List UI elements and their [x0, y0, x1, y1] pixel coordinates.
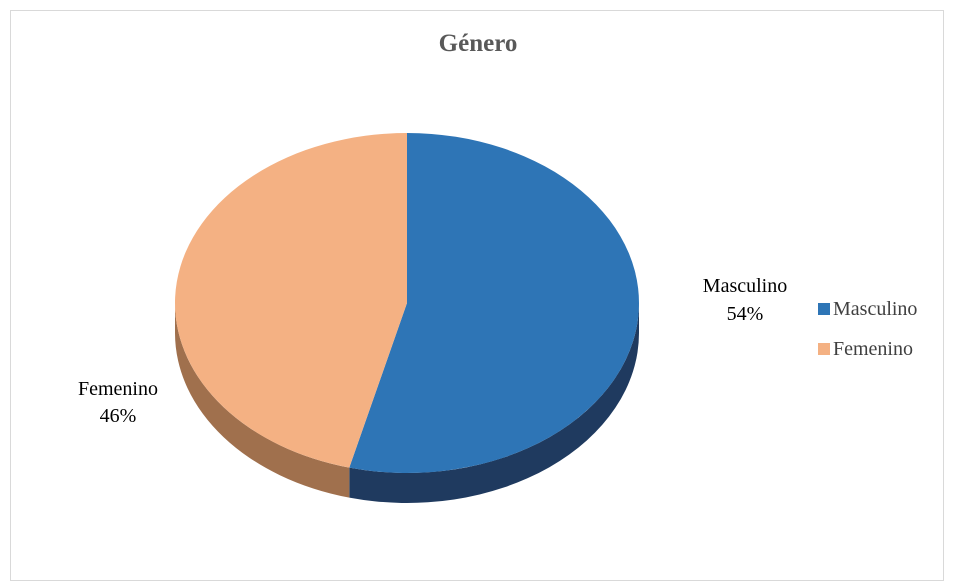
data-label-masculino-name: Masculino	[703, 275, 787, 297]
pie-slice-masculino	[349, 133, 639, 473]
legend-swatch-femenino	[818, 343, 830, 355]
data-label-femenino-name: Femenino	[78, 378, 158, 400]
pie-side-femenino	[175, 303, 350, 498]
legend-swatch-masculino	[818, 303, 830, 315]
legend-label-femenino: Femenino	[833, 337, 913, 360]
data-label-femenino-value: 46%	[100, 405, 137, 427]
pie-labels: Masculino 54% Femenino 46%	[78, 275, 787, 427]
pie-side-masculino	[349, 303, 639, 504]
legend-item-masculino: Masculino	[818, 295, 917, 323]
pie-depth	[175, 303, 639, 504]
pie-slice-femenino	[174, 133, 407, 468]
legend-label-masculino: Masculino	[833, 297, 918, 320]
legend: Masculino Femenino	[818, 295, 917, 375]
chart-title: Género	[438, 30, 518, 57]
legend-item-femenino: Femenino	[818, 335, 917, 363]
data-label-masculino-value: 54%	[727, 303, 764, 325]
pie-top	[174, 133, 639, 473]
